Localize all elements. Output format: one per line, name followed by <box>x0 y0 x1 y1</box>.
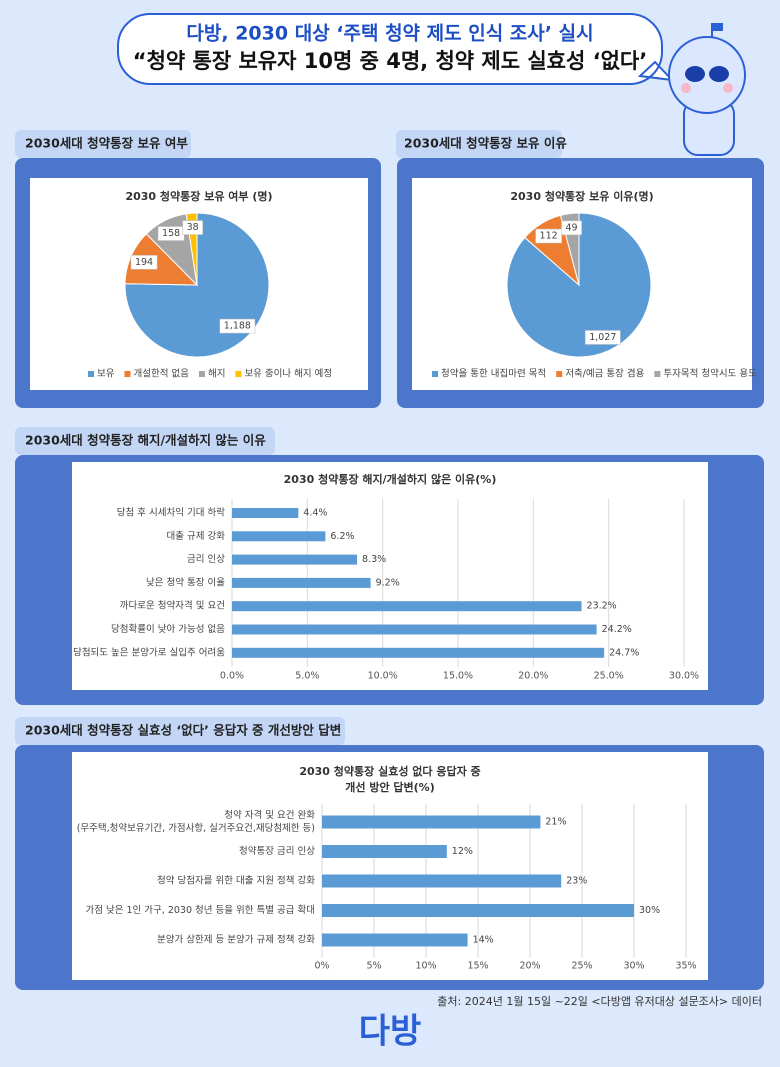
x-tick-label: 10.0% <box>368 671 398 682</box>
chart-title: 2030 청약통장 실효성 없다 응답자 중 <box>299 764 480 778</box>
bar <box>322 815 541 829</box>
data-label: 194 <box>135 257 153 268</box>
bar <box>232 577 371 588</box>
speech-bubble <box>117 13 675 85</box>
data-label: 1,188 <box>224 321 251 332</box>
bar <box>232 601 582 612</box>
y-tick-label: 청약통장 금리 인상 <box>239 845 315 857</box>
data-label-box <box>535 228 562 244</box>
data-label: 1,027 <box>589 332 616 343</box>
bar <box>322 874 562 888</box>
y-tick-label: 분양가 상한제 등 분양가 규제 정책 강화 <box>157 935 315 946</box>
section-title: 2030세대 청약통장 보유 이유 <box>404 136 567 151</box>
data-label: 49 <box>566 222 578 233</box>
data-label: 21% <box>545 817 566 828</box>
section-tab <box>15 717 345 745</box>
bar <box>322 904 634 917</box>
data-label-box <box>182 220 203 235</box>
chart-title: 2030 청약통장 보유 여부 (명) <box>125 189 272 203</box>
data-label-box <box>584 330 621 345</box>
data-label: 23.2% <box>587 601 617 612</box>
legend-label: 해지 <box>208 368 225 380</box>
data-label: 30% <box>639 905 660 916</box>
bar <box>322 933 468 947</box>
x-tick-label: 0.0% <box>220 671 244 682</box>
bar <box>232 508 299 518</box>
bar <box>232 531 326 542</box>
data-label: 9.2% <box>376 577 400 588</box>
y-tick-label: 당첨 후 시세차익 기대 하락 <box>117 507 225 519</box>
y-tick-label: (무주택,청약보유기간, 가점사항, 실거주요건,재당첨제한 등) <box>77 822 315 834</box>
legend-swatch <box>124 371 131 377</box>
y-tick-label: 당첨되도 높은 분양가로 실입주 어려움 <box>73 646 225 658</box>
section-tab <box>15 427 275 455</box>
x-tick-label: 25% <box>571 961 592 972</box>
data-label-box <box>561 220 582 236</box>
bar <box>232 647 605 658</box>
chart-title: 2030 청약통장 해지/개설하지 않은 이유(%) <box>284 472 497 486</box>
data-label-box <box>130 255 158 270</box>
y-tick-label: 대출 규제 강화 <box>167 531 226 542</box>
data-label: 8.3% <box>362 554 386 565</box>
header-line1: 다방, 2030 대상 ‘주택 청약 제도 인식 조사’ 실시 <box>186 23 593 45</box>
legend-label: 청약을 통한 내집마련 목적 <box>441 368 546 380</box>
x-tick-label: 15% <box>467 961 488 972</box>
data-label: 23% <box>566 876 587 887</box>
bar <box>232 554 358 565</box>
data-label: 6.2% <box>330 531 354 542</box>
x-tick-label: 25.0% <box>594 671 624 682</box>
section-tab <box>396 130 562 158</box>
x-tick-label: 30.0% <box>669 671 699 682</box>
legend-label: 보유 <box>97 369 115 380</box>
x-tick-label: 10% <box>415 961 436 972</box>
data-label: 112 <box>540 231 558 242</box>
y-tick-label: 가점 낮은 1인 가구, 2030 청년 등을 위한 특별 공급 확대 <box>86 904 316 916</box>
legend-swatch <box>235 371 242 377</box>
y-tick-label: 당첨확률이 낮아 가능성 없음 <box>111 623 225 635</box>
x-tick-label: 35% <box>675 961 696 972</box>
x-tick-label: 20% <box>519 961 540 972</box>
logo: 다방 <box>359 1012 422 1052</box>
y-tick-label: 청약 자격 및 요건 완화 <box>224 809 315 821</box>
x-tick-label: 0% <box>314 961 329 972</box>
x-tick-label: 20.0% <box>518 671 548 682</box>
x-tick-label: 15.0% <box>443 671 473 682</box>
bar <box>322 845 447 858</box>
chart-title: 2030 청약통장 보유 이유(명) <box>510 189 653 203</box>
x-tick-label: 5% <box>366 961 381 972</box>
legend-swatch <box>198 371 205 377</box>
legend-swatch <box>432 371 438 377</box>
legend-label: 보유 중이나 해지 예정 <box>244 368 332 380</box>
y-tick-label: 낮은 청약 통장 이율 <box>146 576 225 588</box>
source: 출처: 2024년 1월 15일 ~22일 <다방앱 유저대상 설문조사> 데이… <box>437 994 762 1008</box>
data-label: 24.7% <box>609 647 639 658</box>
legend-label: 저축/예금 통장 겸용 <box>565 368 644 380</box>
section-title: 2030세대 청약통장 해지/개설하지 않는 이유 <box>25 433 266 448</box>
y-tick-label: 청약 당첨자를 위한 대출 지원 정책 강화 <box>157 875 315 887</box>
legend-label: 개설한적 없음 <box>133 368 189 380</box>
data-label: 38 <box>187 222 199 233</box>
section-title: 2030세대 청약통장 보유 여부 <box>25 136 188 151</box>
x-tick-label: 5.0% <box>295 671 319 682</box>
data-label: 158 <box>162 228 180 239</box>
data-label: 12% <box>452 846 473 857</box>
legend-swatch <box>654 371 661 377</box>
y-tick-label: 금리 인상 <box>187 554 225 565</box>
section-tab <box>15 130 191 158</box>
data-label: 14% <box>473 935 494 946</box>
legend-swatch <box>88 371 94 377</box>
bar <box>232 624 597 635</box>
y-tick-label: 까다로운 청약자격 및 요건 <box>120 600 225 612</box>
data-label: 4.4% <box>303 508 327 519</box>
section-title: 2030세대 청약통장 실효성 ‘없다’ 응답자 중 개선방안 답변 <box>25 723 341 738</box>
header-line2: “청약 통장 보유자 10명 중 4명, 청약 제도 실효성 ‘없다’ <box>133 49 647 73</box>
data-label: 24.2% <box>602 624 632 635</box>
data-label-box <box>219 318 256 334</box>
legend-swatch <box>556 371 563 377</box>
legend-label: 투자목적 청약시도 용도 <box>663 368 757 380</box>
mascot <box>668 23 746 156</box>
chart-title: 개선 방안 답변(%) <box>345 780 434 794</box>
x-tick-label: 30% <box>623 961 644 972</box>
